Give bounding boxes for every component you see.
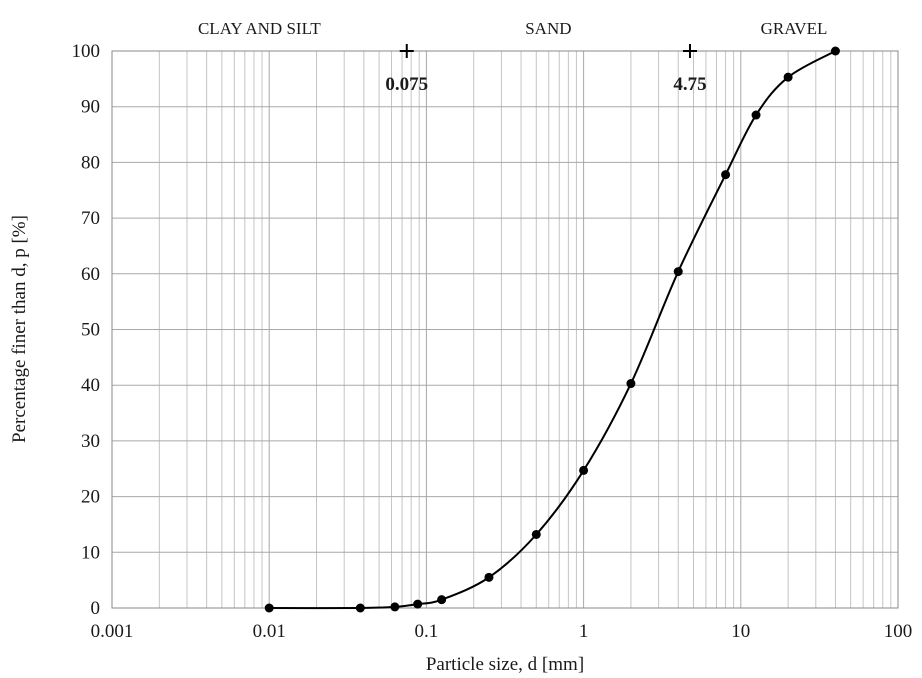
data-point <box>579 465 589 475</box>
x-tick-label: 0.01 <box>253 621 286 642</box>
y-tick-label: 60 <box>81 264 100 285</box>
data-point <box>484 572 494 582</box>
data-point <box>413 599 423 609</box>
y-tick-label: 100 <box>72 41 101 62</box>
y-tick-labels: 0 10 20 30 40 50 60 70 80 90 100 <box>72 41 101 619</box>
x-tick-label: 0.1 <box>415 621 439 642</box>
data-point <box>626 379 636 389</box>
x-tick-labels: 0.001 0.01 0.1 1 10 100 <box>91 621 913 642</box>
data-point <box>783 72 793 82</box>
data-point <box>721 170 731 180</box>
boundary-label: 0.075 <box>385 74 428 95</box>
data-points <box>264 46 840 613</box>
data-point <box>437 595 447 605</box>
boundary-marker: 0.075 <box>385 44 428 95</box>
boundary-label: 4.75 <box>673 74 706 95</box>
region-labels: CLAY AND SILT SAND GRAVEL <box>198 19 827 38</box>
x-tick-label: 10 <box>731 621 750 642</box>
data-point <box>355 603 365 613</box>
data-point <box>751 110 761 120</box>
y-tick-label: 30 <box>81 431 100 452</box>
x-tick-label: 0.001 <box>91 621 134 642</box>
region-label: CLAY AND SILT <box>198 19 321 38</box>
x-tick-label: 100 <box>884 621 913 642</box>
y-tick-label: 0 <box>91 598 101 619</box>
grid <box>111 50 898 609</box>
y-axis-title: Percentage finer than d, p [%] <box>9 215 30 443</box>
y-tick-label: 10 <box>81 542 100 563</box>
y-tick-label: 90 <box>81 97 100 118</box>
region-label: GRAVEL <box>761 19 828 38</box>
data-point <box>390 602 400 612</box>
region-label: SAND <box>525 19 571 38</box>
boundary-markers: 0.075 4.75 <box>385 44 707 95</box>
data-point <box>531 529 541 539</box>
y-tick-label: 40 <box>81 375 100 396</box>
x-axis-title: Particle size, d [mm] <box>426 654 584 675</box>
x-tick-label: 1 <box>579 621 589 642</box>
y-tick-label: 50 <box>81 320 100 341</box>
y-tick-label: 70 <box>81 208 100 229</box>
data-point <box>830 46 840 56</box>
data-point <box>264 603 274 613</box>
boundary-marker: 4.75 <box>673 44 707 95</box>
y-tick-label: 20 <box>81 487 100 508</box>
y-tick-label: 80 <box>81 152 100 173</box>
plot-frame <box>111 50 899 609</box>
data-point <box>673 267 683 277</box>
